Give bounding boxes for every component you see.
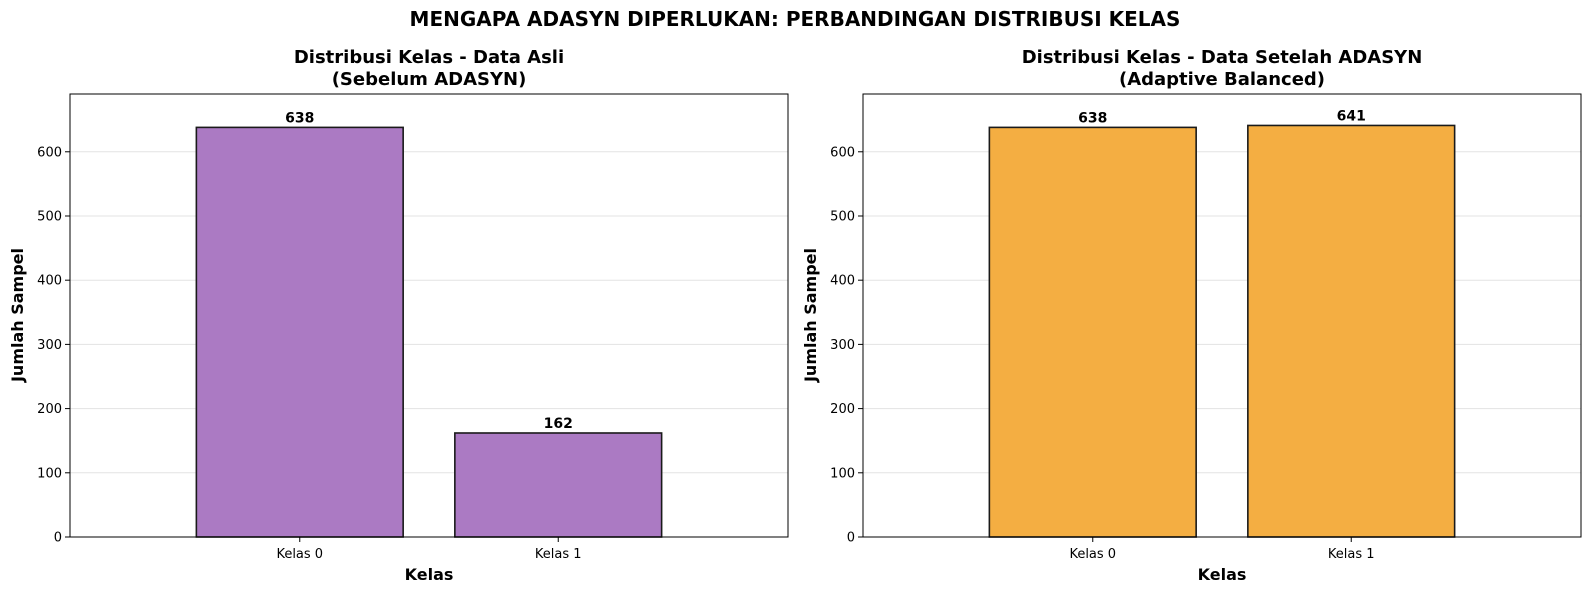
x-tick-label: Kelas 0: [1069, 547, 1116, 562]
y-tick-label: 500: [37, 209, 62, 224]
y-tick-label: 600: [830, 145, 855, 160]
plot-frame: [862, 93, 1582, 538]
bar: [1247, 124, 1456, 538]
x-tick-label: Kelas 1: [1328, 547, 1375, 562]
bar-value-label: 162: [544, 416, 573, 432]
chart-title-line2: (Sebelum ADASYN): [332, 69, 527, 90]
bar: [988, 126, 1197, 538]
bar-value-label: 638: [285, 110, 314, 126]
bar-value-label: 641: [1337, 108, 1366, 124]
figure-title: MENGAPA ADASYN DIPERLUKAN: PERBANDINGAN …: [410, 7, 1181, 31]
y-tick-label: 0: [54, 531, 62, 546]
bar-value-label: 638: [1078, 110, 1107, 126]
y-tick-label: 100: [37, 466, 62, 481]
x-axis-label: Kelas: [1198, 565, 1247, 584]
y-axis-label: Jumlah Sampel: [801, 248, 820, 383]
x-axis-label: Kelas: [405, 565, 454, 584]
y-tick-label: 500: [830, 209, 855, 224]
chart-panel-original: Distribusi Kelas - Data Asli (Sebelum AD…: [8, 47, 789, 584]
y-tick-label: 300: [37, 338, 62, 353]
y-tick-label: 0: [847, 531, 855, 546]
chart-title-line1: Distribusi Kelas - Data Setelah ADASYN: [1022, 47, 1423, 68]
y-tick-label: 200: [37, 402, 62, 417]
y-tick-label: 200: [830, 402, 855, 417]
plot-frame: [69, 93, 789, 538]
chart-panel-adasyn: Distribusi Kelas - Data Setelah ADASYN (…: [801, 47, 1582, 584]
chart-title-line1: Distribusi Kelas - Data Asli: [294, 47, 564, 68]
chart-title-line2: (Adaptive Balanced): [1119, 69, 1325, 90]
y-tick-label: 600: [37, 145, 62, 160]
x-tick-label: Kelas 1: [535, 547, 582, 562]
y-tick-label: 100: [830, 466, 855, 481]
y-tick-label: 400: [37, 274, 62, 289]
x-tick-label: Kelas 0: [276, 547, 323, 562]
bar: [454, 432, 663, 538]
y-tick-label: 400: [830, 274, 855, 289]
y-axis-label: Jumlah Sampel: [8, 248, 27, 383]
y-tick-label: 300: [830, 338, 855, 353]
bar: [195, 126, 404, 538]
